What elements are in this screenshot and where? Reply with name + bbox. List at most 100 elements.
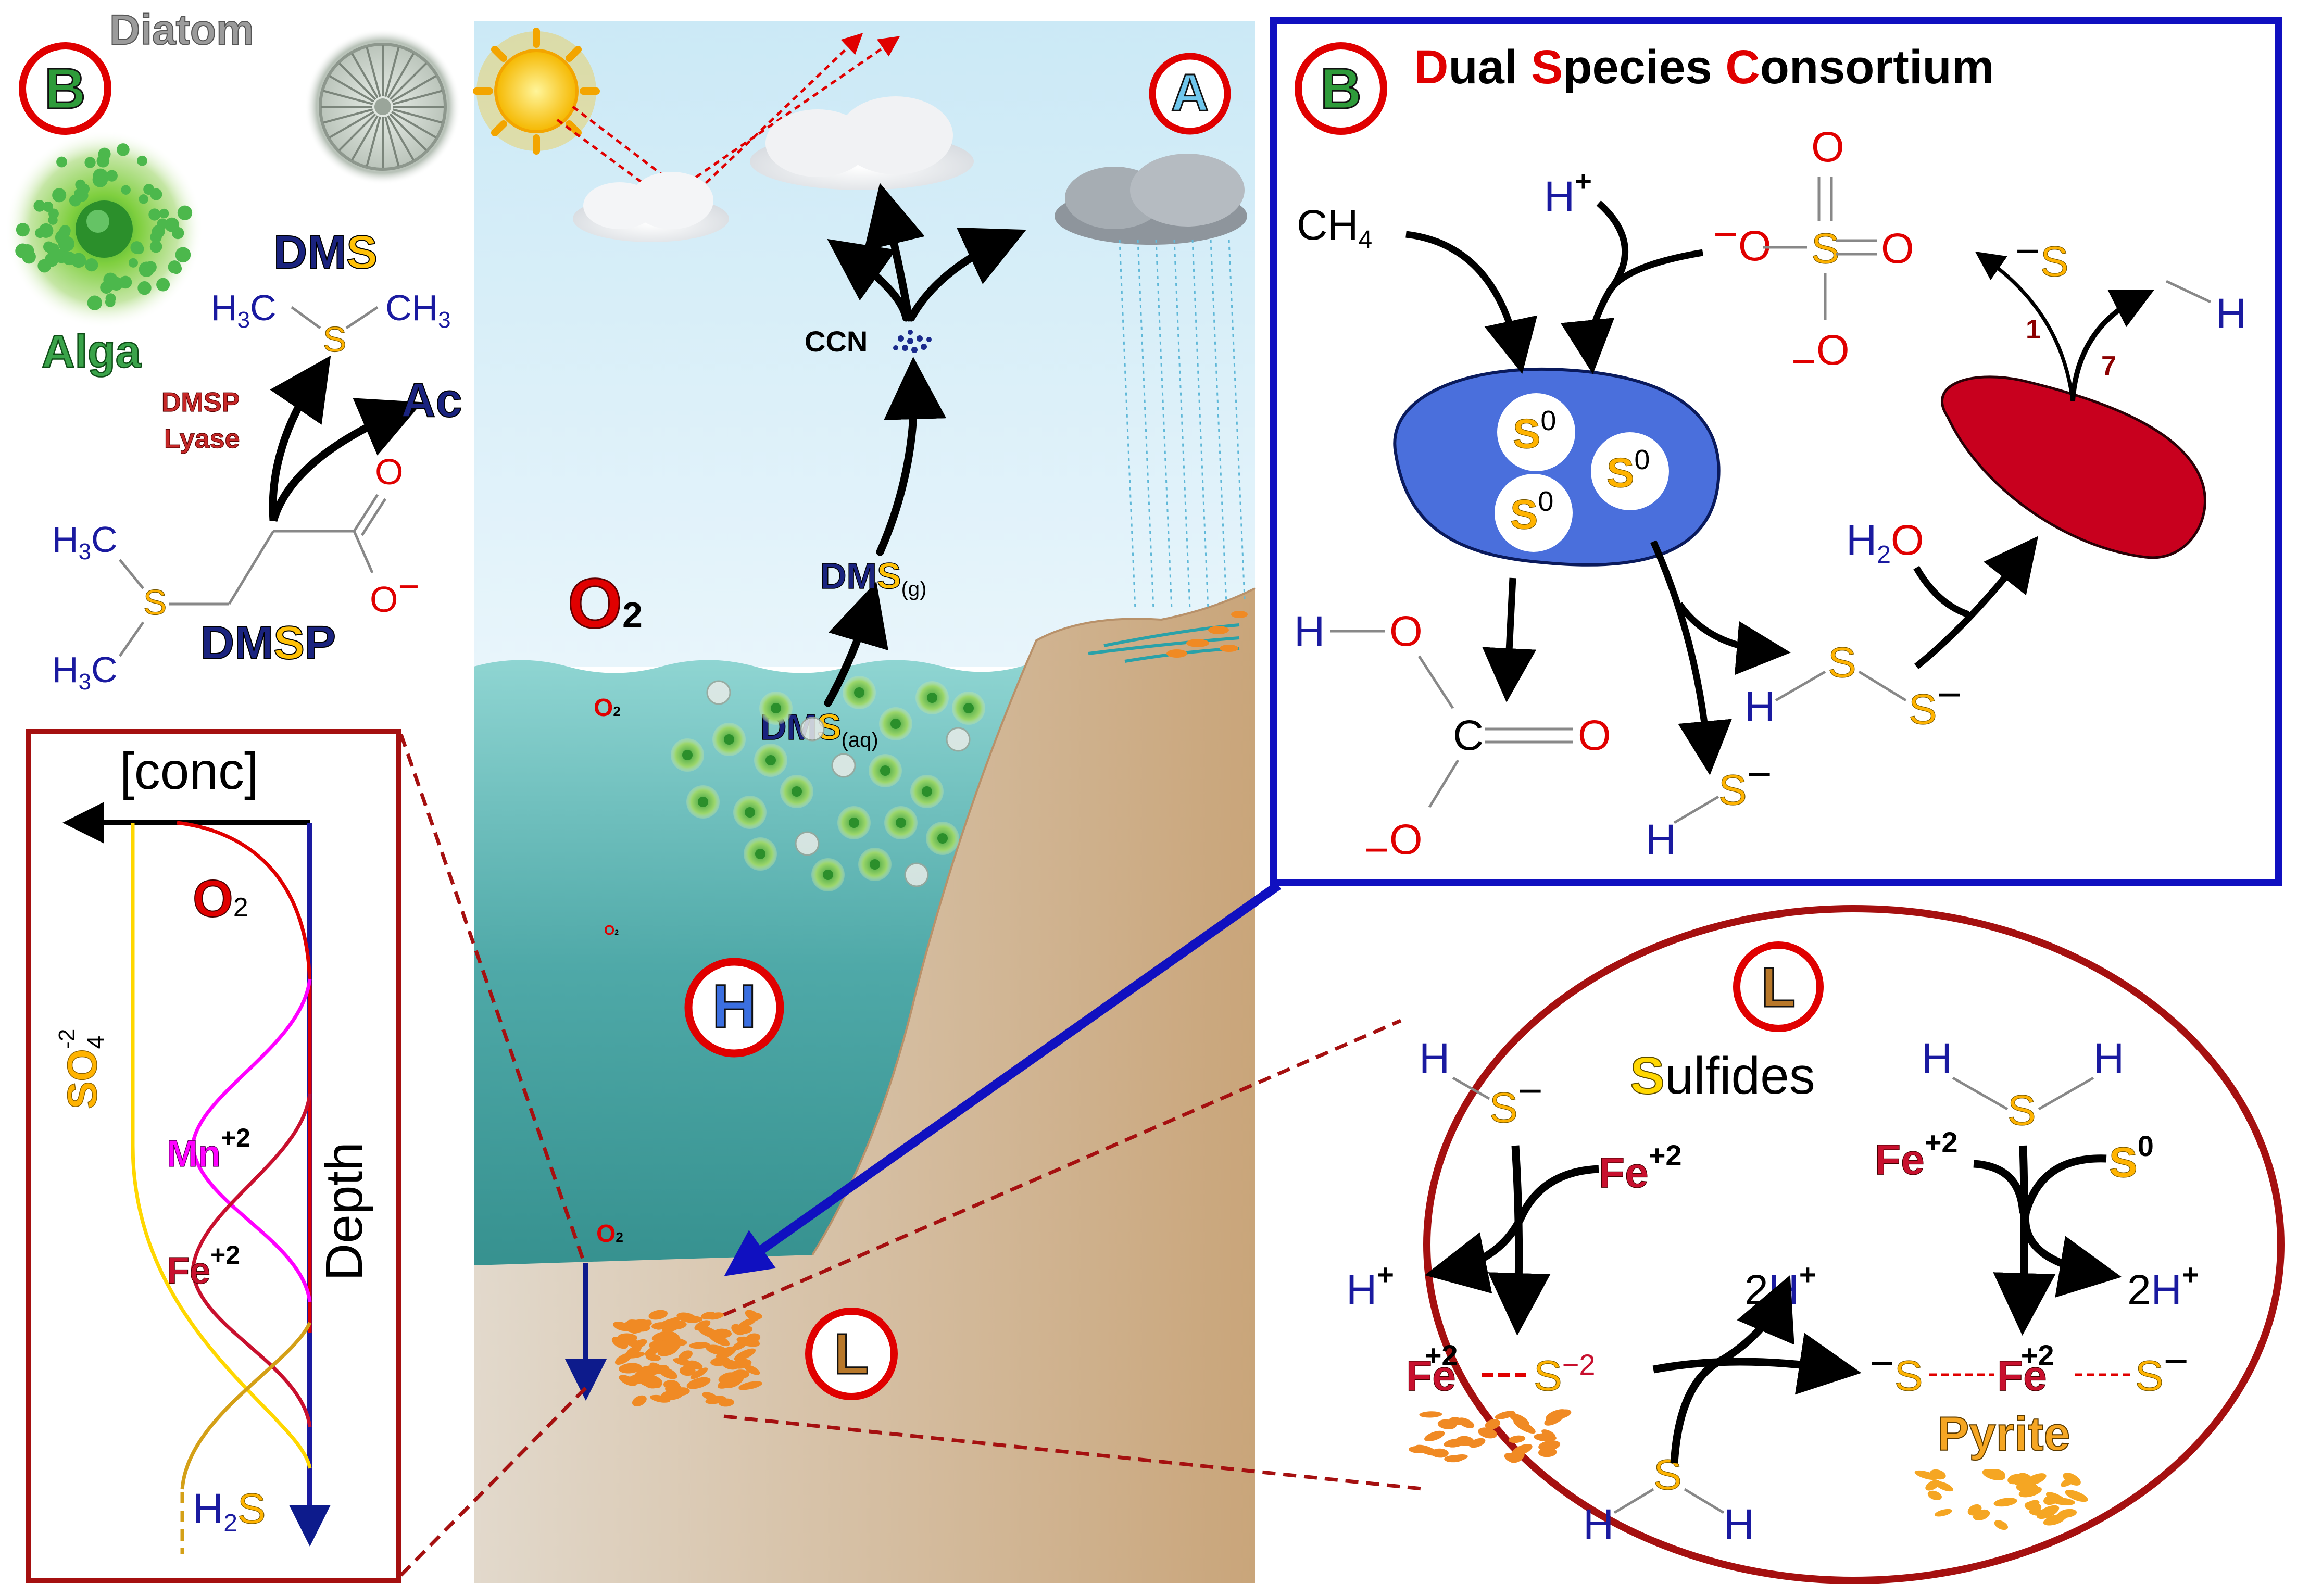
coastal-slope [811,587,1256,1256]
dmsp-h3c-bottom: H3C [52,649,118,695]
bond [345,306,379,330]
sediment-pyrite-icon [611,1310,763,1407]
svg-text:A: A [1171,64,1209,122]
phytoplankton-cluster [671,676,985,891]
phytoplankton-cell [706,680,731,705]
phytoplankton-cell [712,723,746,756]
svg-text:S−: S− [2135,1338,2189,1400]
conc-axis-label: [conc] [120,742,259,800]
rain-cloud-icon [1055,154,1247,610]
svg-text:S−: S− [1718,751,1772,814]
mn-profile-label: Mn+2 [167,1123,250,1175]
zoom-lines [399,733,1427,1577]
phytoplankton-cell [686,785,720,819]
ccn-to-cloud-arrows [824,183,1026,707]
badge-b: B [1295,42,1387,135]
archaea-cell: S0 S0 S0 [1393,367,1721,567]
svg-text:O: O [1389,608,1423,655]
dmsp-bonds [118,494,387,657]
phytoplankton-cell [759,692,793,725]
dmsp-carboxylate-o: O− [370,566,419,620]
svg-text:H: H [2216,290,2246,337]
so4-profile-label: SO4-2 [54,1029,109,1109]
dmsp-h3c-top: H3C [52,519,118,564]
badge-l: L [805,1308,898,1400]
svg-text:−O: −O [1791,326,1850,385]
cloud-icon [573,172,729,242]
svg-text:S0: S0 [1513,405,1556,457]
svg-text:H: H [2093,1035,2124,1082]
acrylate-label: Ac [401,374,462,427]
phytoplankton-cell [879,707,912,740]
svg-text:Fe+2: Fe+2 [1406,1339,1458,1400]
proton-label: H+ [1544,165,1592,220]
badge-b: B [19,42,111,135]
pyrite-grains-icon [1914,1468,2088,1530]
dmsp-label: DMSP [200,617,336,669]
fe-profile-curve [191,1093,312,1427]
svg-text:O: O [1881,225,1914,272]
o2-profile-label: O2 [193,870,248,928]
profile-frame [26,729,401,1583]
svg-text:−O: −O [1364,816,1423,874]
svg-text:H: H [1922,1035,1952,1082]
svg-text:S−2: S−2 [1534,1348,1596,1400]
svg-text:B: B [1320,57,1361,121]
sulfides-panel: L Sulfides H S− Fe+2 H+ Fe+2 S−2 2H+ H S… [1346,905,2285,1584]
svg-text:S0: S0 [1606,444,1650,496]
diatom-icon [305,29,461,185]
depth-axis-label: Depth [315,1142,373,1281]
svg-text:H: H [712,972,756,1041]
bond [291,306,321,330]
phytoplankton-cell [831,753,856,778]
svg-text:O: O [1578,712,1611,759]
cloud-icon [750,96,974,190]
dmsp-lyase-label: DMSP [161,387,240,418]
phytoplankton-cell [733,796,767,829]
stoichiometry-7: 7 [2101,351,2116,381]
svg-text:O: O [1811,123,1844,171]
consortium-title: Dual Species Consortium [1414,41,1994,94]
h2s-profile-curve [180,1322,312,1490]
badge-l: L [1733,941,1824,1032]
iron-monosulfide: Fe+2 S−2 [1405,1339,1596,1400]
ccn-particles-icon [893,330,932,353]
dms-sulfur-atom: S [323,320,346,359]
dms-gas-label: DMS(g) [820,556,926,600]
phytoplankton-cell [795,831,820,856]
badge-a: A [1149,53,1231,135]
dmsp-lyase-label: Lyase [164,424,240,454]
stoichiometry-1: 1 [2026,315,2041,345]
disulfide-molecule: H S S− [1744,638,1962,733]
svg-text:S: S [2007,1087,2036,1134]
phytoplankton-cell [780,775,813,808]
bisulfide-molecule: −S H [2015,228,2246,337]
dmsp-carbonyl-o: O [375,451,403,492]
svg-text:Fe+2: Fe+2 [1997,1339,2054,1400]
diatom-label: Diatom [109,6,254,54]
sulfate-molecule: −O S O O −O [1713,123,1914,385]
sun-icon [473,28,600,155]
ferrous-iron-label: Fe+2 [1599,1139,1682,1197]
phytoplankton-cell [926,822,959,855]
svg-text:L: L [834,1322,869,1386]
svg-text:H: H [1646,816,1676,863]
consortium-to-sediment-arrow [724,881,1282,1276]
svg-text:S−: S− [1909,671,1962,733]
dmsp-sulfur-atom: S [143,583,167,622]
so4-profile-curve [131,823,312,1469]
methane-label: CH4 [1297,202,1372,254]
svg-text:H: H [1419,1035,1450,1082]
consortium-panel: B Dual Species Consortium CH4 H+ −O S O … [1270,17,2282,886]
ccn-label: CCN [805,325,868,358]
phytoplankton-cell [946,727,971,752]
bicarbonate-molecule: H O C O −O [1294,608,1611,874]
phytoplankton-cell [884,806,918,839]
phytoplankton-cell [843,676,876,709]
svg-text:S: S [1828,639,1856,686]
runoff-icon [1088,611,1248,663]
pyrite-molecule: −S Fe+2 S− [1869,1338,2189,1400]
svg-text:C: C [1453,712,1484,759]
phytoplankton-cell [952,692,985,725]
